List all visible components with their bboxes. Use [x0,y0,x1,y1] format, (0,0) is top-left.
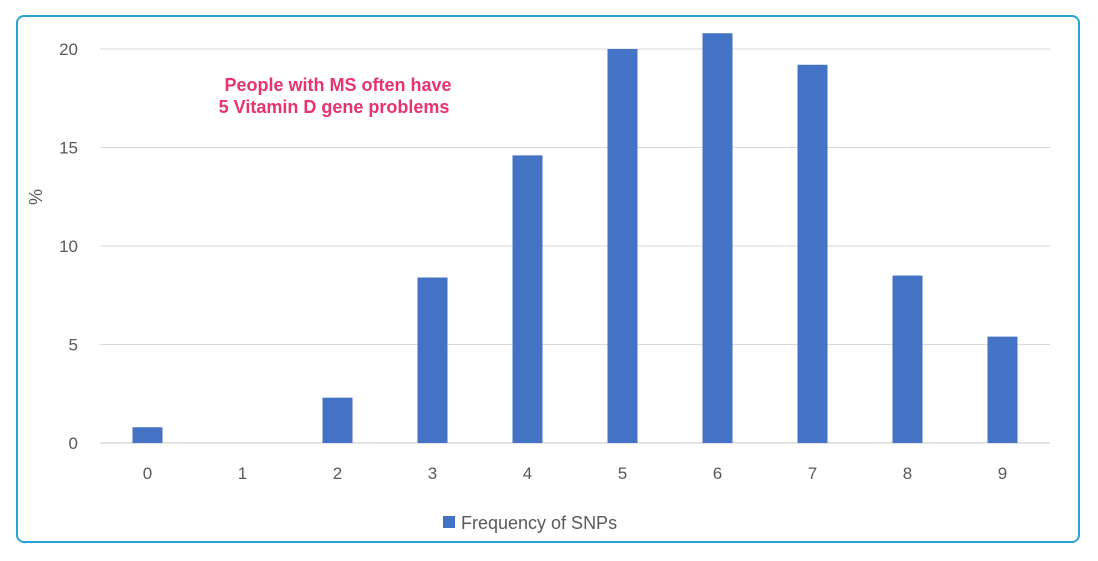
gridlines [100,48,1050,444]
x-tick-label: 1 [238,464,247,483]
legend: Frequency of SNPs [443,513,617,533]
y-tick-label: 20 [59,40,78,59]
x-tick-label: 7 [808,464,817,483]
annotation-line-1: People with MS often have [224,75,451,95]
y-tick-labels: 0 5 10 15 20 [59,40,78,453]
bar-4 [512,155,543,443]
bar-7 [797,64,828,443]
bar-5 [607,49,638,443]
x-tick-label: 0 [143,464,152,483]
x-tick-label: 8 [903,464,912,483]
bar-8 [892,275,923,443]
bars [132,33,1018,444]
annotation-line-2: 5 Vitamin D gene problems [219,97,450,117]
x-tick-label: 3 [428,464,437,483]
x-tick-label: 4 [523,464,532,483]
bar-3 [417,277,448,443]
x-tick-labels: 0 1 2 3 4 5 6 7 8 9 [143,464,1007,483]
bar-6 [702,33,733,444]
x-tick-label: 5 [618,464,627,483]
y-tick-label: 5 [69,336,78,355]
y-tick-label: 10 [59,237,78,256]
x-tick-label: 9 [998,464,1007,483]
x-tick-label: 2 [333,464,342,483]
bar-2 [322,397,353,443]
legend-label: Frequency of SNPs [461,513,617,533]
x-tick-label: 6 [713,464,722,483]
y-axis-label: % [26,189,46,205]
y-tick-label: 0 [69,434,78,453]
y-tick-label: 15 [59,139,78,158]
bar-0 [132,427,163,443]
legend-swatch [443,516,455,528]
bar-9 [987,336,1018,443]
